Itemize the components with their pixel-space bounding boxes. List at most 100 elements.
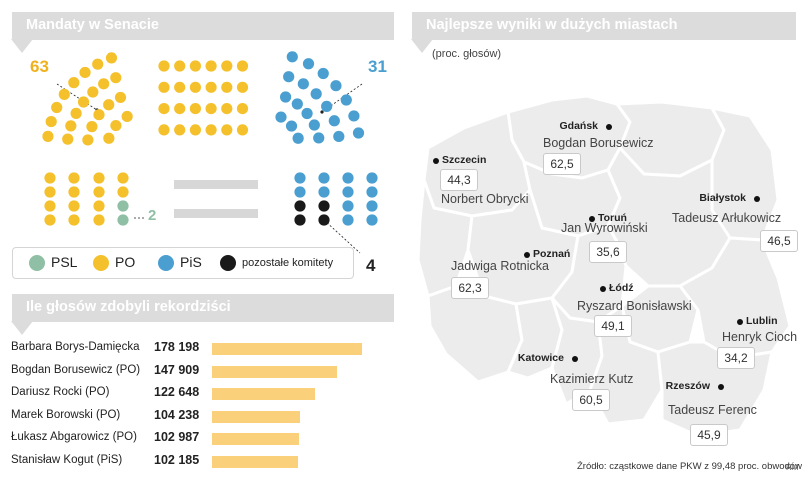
po-seat xyxy=(44,172,56,184)
pis-seat xyxy=(342,186,354,198)
record-value: 102 987 xyxy=(154,430,200,444)
po-seat xyxy=(82,134,94,146)
city-name: Poznań xyxy=(533,248,571,260)
pis-seat xyxy=(286,51,298,63)
pis-legend-dot xyxy=(158,255,174,271)
other-seat-count: 4 xyxy=(366,256,376,275)
city-name: Łódź xyxy=(609,282,634,294)
po-seat xyxy=(236,124,249,136)
po-seat xyxy=(93,109,105,121)
pis-seat xyxy=(318,186,330,198)
po-seat xyxy=(58,88,70,100)
po-seat xyxy=(87,86,99,98)
pis-seat xyxy=(328,115,340,127)
pis-seat xyxy=(301,107,313,120)
record-value: 104 238 xyxy=(154,407,200,422)
record-bar xyxy=(212,343,363,355)
record-name: Marek Borowski (PO) xyxy=(11,408,121,421)
record-value: 178 198 xyxy=(154,340,200,354)
record-bar xyxy=(212,410,300,423)
candidate-name: Jan Wyrowiński xyxy=(561,221,648,235)
other-seat xyxy=(318,200,330,212)
candidate-name: Jadwiga Rotnicka xyxy=(451,259,549,273)
pis-seat xyxy=(294,186,306,198)
po-seat xyxy=(114,91,127,104)
po-seat xyxy=(93,214,105,226)
candidate-name: Henryk Cioch xyxy=(722,330,798,344)
po-seat-count: 63 xyxy=(30,57,49,76)
pis-seat xyxy=(342,200,354,212)
po-seat xyxy=(117,172,129,184)
poland-map xyxy=(416,94,792,438)
po-seat xyxy=(236,103,249,115)
record-name: Bogdan Borusewicz (PO) xyxy=(11,363,141,376)
pis-seat xyxy=(292,132,304,144)
cities-subtitle: (proc. głosów) xyxy=(432,48,502,60)
pis-seat xyxy=(310,88,322,100)
city-name: Białystok xyxy=(699,192,746,204)
pis-seat xyxy=(285,120,298,132)
po-seat xyxy=(65,120,77,132)
po-seat xyxy=(221,103,233,115)
psl-seat xyxy=(117,214,129,226)
pis-seat xyxy=(318,172,330,184)
record-name: Barbara Borys-Damięcka xyxy=(11,341,140,353)
pis-seat xyxy=(317,67,329,80)
city-name: Rzeszów xyxy=(665,380,710,392)
source-note: Źródło: cząstkowe dane PKW z 99,48 proc.… xyxy=(577,461,802,472)
po-seat xyxy=(70,107,82,119)
other-callout-line xyxy=(323,219,361,254)
author-credit: RM xyxy=(786,463,799,472)
record-bar xyxy=(212,388,316,400)
po-seat xyxy=(174,60,186,72)
po-seat xyxy=(42,130,54,142)
record-name: Dariusz Rocki (PO) xyxy=(11,386,110,398)
candidate-name: Norbert Obrycki xyxy=(441,192,529,206)
po-seat xyxy=(189,81,201,93)
po-seat xyxy=(86,121,98,133)
po-seat xyxy=(158,124,170,136)
pis-seat xyxy=(308,119,320,131)
other-legend-dot xyxy=(220,255,236,271)
po-seat xyxy=(158,103,170,115)
city-marker xyxy=(737,319,743,325)
po-seat xyxy=(62,133,74,145)
vote-share-box: 62,5 xyxy=(543,153,581,175)
po-seat xyxy=(44,200,56,212)
pis-seat xyxy=(366,214,378,226)
party-legend: PSL PO PiS pozostałe komitety xyxy=(12,247,354,279)
po-seat xyxy=(221,81,233,93)
po-seat xyxy=(105,52,118,64)
pis-seat xyxy=(291,98,303,110)
po-seat xyxy=(110,72,122,84)
po-seat xyxy=(103,99,115,111)
pis-seat xyxy=(275,111,287,123)
record-bar xyxy=(212,455,299,468)
senate-header: Mandaty w Senacie xyxy=(11,12,394,53)
city-name: Toruń xyxy=(598,212,627,224)
pis-seat xyxy=(333,130,345,143)
vote-share-box: 35,6 xyxy=(589,241,627,263)
psl-legend-label: PSL xyxy=(51,254,78,270)
pis-seat xyxy=(366,172,378,184)
po-seat xyxy=(68,214,80,226)
po-seat xyxy=(174,103,186,115)
vote-share-box: 49,1 xyxy=(594,315,632,337)
senate-title: Mandaty w Senacie xyxy=(26,17,159,33)
pis-seat xyxy=(321,100,333,112)
city-marker xyxy=(718,384,724,390)
po-seat xyxy=(45,115,57,128)
po-seat xyxy=(77,96,90,108)
record-bar xyxy=(212,433,299,445)
candidate-name: Tadeusz Ferenc xyxy=(668,403,757,417)
po-seat xyxy=(68,200,80,212)
psl-seat-count: 2 xyxy=(148,207,157,224)
pis-seat xyxy=(313,132,325,144)
cities-header: Najlepsze wyniki w dużych miastach xyxy=(411,12,796,53)
po-seat xyxy=(189,60,201,72)
po-seat xyxy=(44,186,56,198)
po-legend-label: PO xyxy=(115,254,136,270)
other-seat xyxy=(318,214,330,226)
pis-seat-count: 31 xyxy=(368,57,387,76)
senate-seat-chart xyxy=(42,51,378,254)
